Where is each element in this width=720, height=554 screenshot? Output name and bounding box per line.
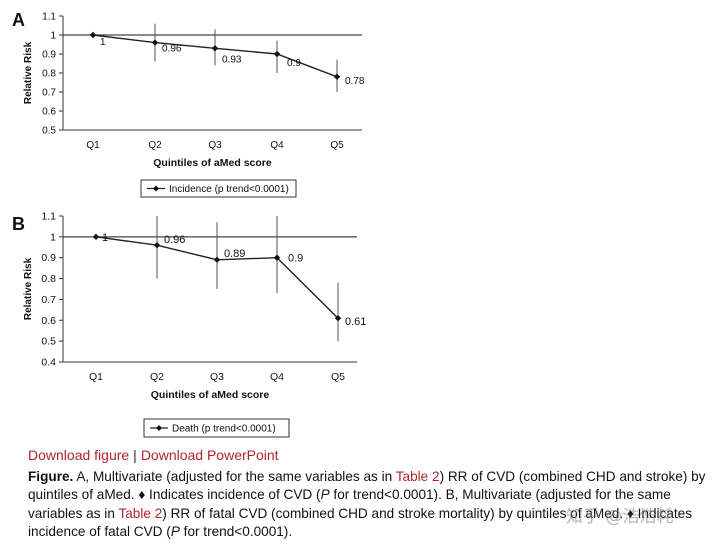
panel-a-data-point (273, 50, 281, 58)
panel-b-legend-marker (156, 425, 162, 431)
panel-b-x-tick-label: Q3 (210, 371, 224, 383)
panel-b-y-tick-label: 0.4 (41, 357, 56, 369)
panel-a-data-point (151, 39, 159, 46)
panel-a-x-axis-title: Quintiles of aMed score (153, 157, 272, 169)
panel-a-y-tick-label: 0.6 (42, 107, 56, 118)
panel-a-legend-label: Incidence (p trend<0.0001) (169, 184, 289, 195)
panel-a-x-tick-label: Q5 (330, 140, 344, 151)
caption-p-italic-second: P (170, 523, 180, 539)
panel-a-y-tick-label: 1.1 (42, 12, 56, 23)
panel-b-data-label: 0.9 (288, 253, 303, 265)
panel-b-data-point (334, 315, 342, 322)
panel-b-data-label: 0.61 (345, 316, 366, 328)
panel-a-data-point (333, 73, 341, 80)
panel-a-y-tick-label: 0.7 (42, 88, 56, 99)
figure-caption: Figure. A, Multivariate (adjusted for th… (28, 468, 708, 541)
download-powerpoint-link[interactable]: Download PowerPoint (140, 447, 279, 463)
caption-text-1: A, Multivariate (adjusted for the same v… (73, 469, 396, 484)
caption-label: Figure. (28, 469, 74, 484)
panel-a-data-label: 0.96 (162, 44, 182, 55)
panel-a-data-label: 0.9 (287, 58, 301, 69)
panel-b-legend-label: Death (p trend<0.0001) (172, 424, 276, 435)
caption-text-5: for trend<0.0001). (179, 523, 293, 539)
panel-a-legend-marker (153, 185, 159, 192)
panel-b-y-axis-title: Relative Risk (23, 257, 34, 320)
panel-a-y-tick-label: 0.9 (42, 50, 56, 61)
panel-a-label: A (12, 10, 25, 30)
panel-a-x-tick-label: Q3 (208, 140, 222, 151)
panel-b-legend-box (143, 418, 290, 438)
panel-a-data-point (89, 31, 97, 39)
panel-a-x-tick-label: Q2 (148, 140, 162, 151)
panel-b-y-tick-label: 0.5 (41, 336, 56, 348)
panel-b-y-tick-label: 0.8 (41, 273, 56, 285)
panel-b-data-point (92, 233, 100, 241)
panel-a-data-label: 0.78 (345, 76, 365, 87)
panel-a-x-tick-label: Q4 (270, 140, 284, 151)
panel-b-data-point (153, 242, 161, 249)
panel-b-y-tick-label: 0.6 (41, 315, 56, 327)
panel-b-y-tick-label: 1 (50, 231, 56, 243)
table-2-link-second[interactable]: Table 2 (118, 505, 163, 521)
link-separator: | (133, 447, 137, 463)
table-2-link[interactable]: Table 2 (395, 469, 440, 484)
download-links: Download figure | Download PowerPoint (28, 447, 279, 463)
download-figure-link[interactable]: Download figure (28, 447, 130, 463)
panel-a-y-axis-title: Relative Risk (23, 41, 34, 104)
panel-b-data-point (213, 256, 221, 263)
panel-a-x-tick-label: Q1 (86, 140, 100, 151)
panel-a-data-label: 1 (100, 37, 106, 48)
caption-text-4: ) RR of fatal CVD (combined CHD and stro… (28, 505, 693, 539)
panel-a-legend-box (140, 179, 297, 198)
panel-b-data-label: 0.89 (224, 248, 245, 260)
figure-charts: A 0.5 0.6 0.7 0.8 0.9 1 1.1 1 0.96 0.93 0.9 0.78 Q1 Q2… (12, 10, 366, 438)
panel-b-y-tick-label: 1.1 (41, 211, 56, 223)
caption-text-3: for trend<0.0001). B, Multivariate (adju… (28, 487, 671, 521)
panel-b-data-label: 0.96 (164, 234, 185, 246)
panel-b-x-tick-label: Q4 (270, 371, 284, 383)
panel-b-x-tick-label: Q2 (150, 371, 164, 383)
panel-b-x-axis-title: Quintiles of aMed score (151, 389, 270, 401)
panel-b-y-tick-label: 0.9 (41, 252, 56, 264)
panel-a-data-point (211, 45, 219, 52)
panel-a-y-tick-label: 1 (50, 31, 56, 42)
panel-b-label: B (12, 214, 25, 234)
panel-a-data-label: 0.93 (222, 54, 242, 65)
panel-a-y-tick-label: 0.8 (42, 69, 56, 80)
panel-b-x-tick-label: Q1 (89, 371, 103, 383)
panel-b-y-tick-label: 0.7 (41, 294, 56, 306)
caption-p-italic: P (320, 487, 330, 503)
caption-text-2: ) RR of CVD (combined CHD and stroke) by… (28, 469, 706, 503)
panel-b-x-tick-label: Q5 (331, 371, 345, 383)
panel-b-data-label: 1 (102, 232, 108, 244)
panel-b-data-point (273, 254, 281, 261)
panel-a-y-tick-label: 0.5 (42, 126, 56, 137)
